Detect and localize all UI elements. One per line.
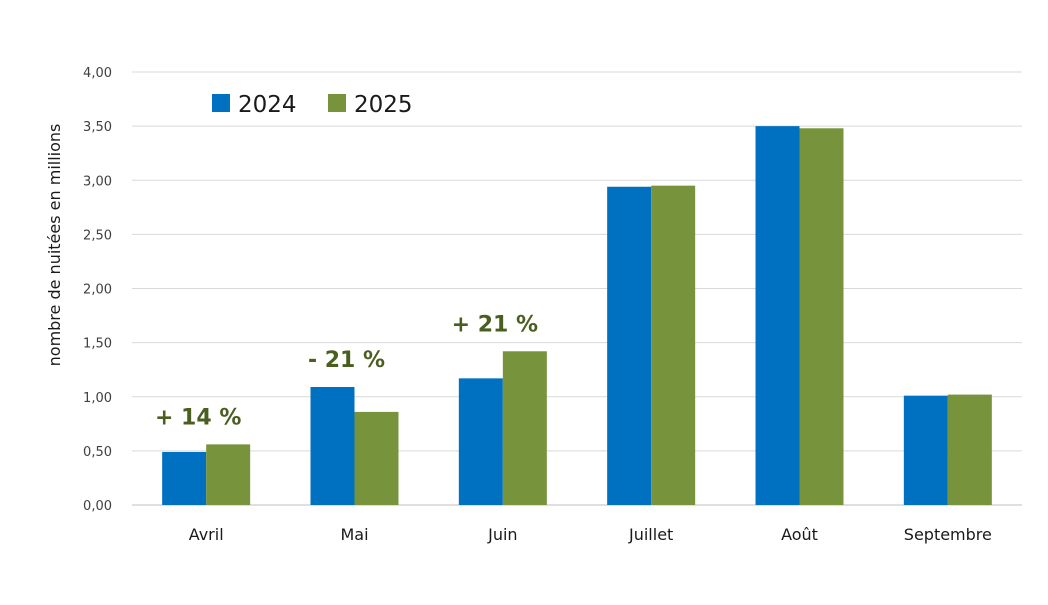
bar-2024-juillet [607, 186, 652, 505]
y-tick-label: 0,00 [83, 499, 112, 514]
y-tick-label: 3,50 [83, 120, 112, 135]
bar-2024-septembre [903, 395, 948, 505]
x-category-label: Mai [340, 525, 368, 544]
y-axis-title: nombre de nuitées en millions [45, 124, 64, 367]
x-category-label: Août [781, 525, 818, 544]
y-tick-label: 2,00 [83, 283, 112, 298]
change-annotation: + 21 % [452, 312, 538, 337]
bar-2025-septembre [947, 394, 992, 505]
x-category-labels: Avril Mai Juin Juillet Août Septembre [189, 525, 992, 544]
bar-2025-avril [206, 444, 251, 505]
grid-lines [132, 71, 1022, 506]
change-annotation: + 14 % [155, 405, 241, 430]
x-category-label: Septembre [904, 525, 992, 544]
y-tick-label: 3,00 [83, 174, 112, 189]
x-category-label: Juillet [628, 525, 673, 544]
change-annotation: - 21 % [308, 348, 385, 373]
annotations: + 14 % - 21 % + 21 % [155, 312, 538, 430]
bar-2025-juin [502, 351, 547, 505]
legend-swatch-2025 [328, 94, 346, 112]
bar-2024-mai [310, 387, 355, 505]
x-category-label: Avril [189, 525, 224, 544]
bar-2024-avril [162, 451, 207, 505]
x-category-label: Juin [487, 525, 517, 544]
bar-2025-mai [354, 411, 399, 505]
y-tick-label: 2,50 [83, 228, 112, 243]
bar-2024-juin [458, 378, 503, 505]
bars [162, 126, 992, 506]
y-tick-labels: 0,00 0,50 1,00 1,50 2,00 2,50 3,00 3,50 4,00 [83, 66, 112, 514]
legend-label-2024: 2024 [238, 92, 297, 118]
bar-2025-juillet [651, 185, 696, 505]
legend: 2024 2025 [212, 92, 413, 118]
y-tick-label: 0,50 [83, 445, 112, 460]
y-tick-label: 1,00 [83, 391, 112, 406]
legend-swatch-2024 [212, 94, 230, 112]
y-tick-label: 4,00 [83, 66, 112, 81]
bar-2024-août [755, 126, 800, 505]
bar-2025-août [799, 128, 844, 506]
y-tick-label: 1,50 [83, 337, 112, 352]
legend-label-2025: 2025 [354, 92, 413, 118]
